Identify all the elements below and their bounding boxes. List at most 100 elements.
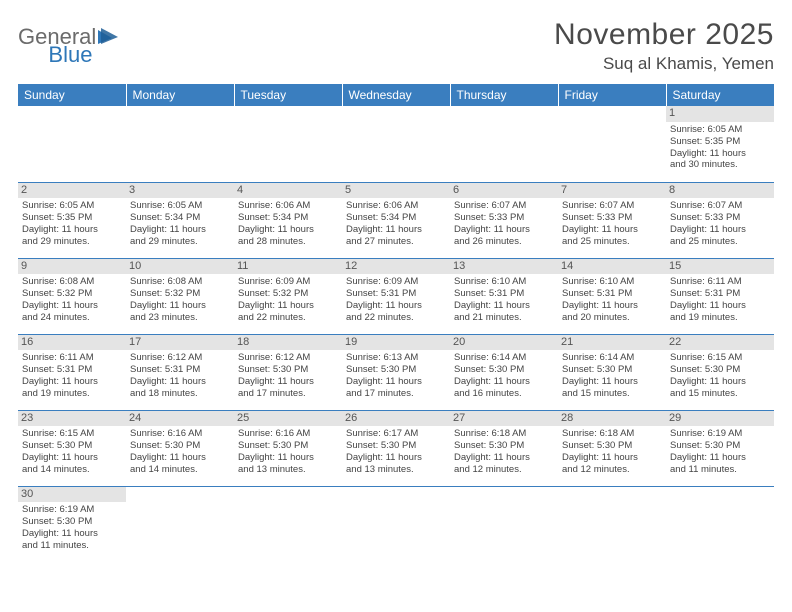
calendar-cell: 16Sunrise: 6:11 AMSunset: 5:31 PMDayligh…: [18, 334, 126, 410]
day-d2: and 24 minutes.: [22, 312, 122, 324]
day-ss: Sunset: 5:34 PM: [238, 212, 338, 224]
day-sr: Sunrise: 6:16 AM: [130, 428, 230, 440]
day-d2: and 29 minutes.: [130, 236, 230, 248]
day-details: Sunrise: 6:06 AMSunset: 5:34 PMDaylight:…: [238, 200, 338, 248]
day-d1: Daylight: 11 hours: [562, 224, 662, 236]
title-block: November 2025 Suq al Khamis, Yemen: [554, 18, 774, 74]
day-details: Sunrise: 6:17 AMSunset: 5:30 PMDaylight:…: [346, 428, 446, 476]
day-number: 9: [18, 259, 126, 275]
day-number: 29: [666, 411, 774, 427]
day-ss: Sunset: 5:30 PM: [562, 364, 662, 376]
day-details: Sunrise: 6:12 AMSunset: 5:31 PMDaylight:…: [130, 352, 230, 400]
day-d2: and 25 minutes.: [670, 236, 770, 248]
day-number: 24: [126, 411, 234, 427]
day-d1: Daylight: 11 hours: [562, 376, 662, 388]
day-ss: Sunset: 5:31 PM: [670, 288, 770, 300]
calendar-cell: 28Sunrise: 6:18 AMSunset: 5:30 PMDayligh…: [558, 410, 666, 486]
day-d2: and 13 minutes.: [346, 464, 446, 476]
day-d1: Daylight: 11 hours: [130, 452, 230, 464]
day-number: 30: [18, 487, 126, 503]
day-details: Sunrise: 6:11 AMSunset: 5:31 PMDaylight:…: [22, 352, 122, 400]
day-ss: Sunset: 5:30 PM: [562, 440, 662, 452]
calendar-cell: 22Sunrise: 6:15 AMSunset: 5:30 PMDayligh…: [666, 334, 774, 410]
calendar-row: 16Sunrise: 6:11 AMSunset: 5:31 PMDayligh…: [18, 334, 774, 410]
day-details: Sunrise: 6:10 AMSunset: 5:31 PMDaylight:…: [562, 276, 662, 324]
weekday-header-row: Sunday Monday Tuesday Wednesday Thursday…: [18, 84, 774, 106]
month-title: November 2025: [554, 18, 774, 52]
calendar-cell: 3Sunrise: 6:05 AMSunset: 5:34 PMDaylight…: [126, 182, 234, 258]
day-details: Sunrise: 6:05 AMSunset: 5:34 PMDaylight:…: [130, 200, 230, 248]
day-d2: and 16 minutes.: [454, 388, 554, 400]
day-d1: Daylight: 11 hours: [454, 376, 554, 388]
logo-text-blue: Blue: [48, 42, 92, 67]
day-number: 11: [234, 259, 342, 275]
day-details: Sunrise: 6:16 AMSunset: 5:30 PMDaylight:…: [130, 428, 230, 476]
day-d1: Daylight: 11 hours: [346, 224, 446, 236]
day-number: 22: [666, 335, 774, 351]
day-d2: and 25 minutes.: [562, 236, 662, 248]
calendar-cell: 11Sunrise: 6:09 AMSunset: 5:32 PMDayligh…: [234, 258, 342, 334]
day-ss: Sunset: 5:33 PM: [454, 212, 554, 224]
day-number: 5: [342, 183, 450, 199]
calendar-cell: [342, 106, 450, 182]
day-sr: Sunrise: 6:17 AM: [346, 428, 446, 440]
calendar-cell: 13Sunrise: 6:10 AMSunset: 5:31 PMDayligh…: [450, 258, 558, 334]
day-number: 14: [558, 259, 666, 275]
day-d2: and 26 minutes.: [454, 236, 554, 248]
calendar-cell: 30Sunrise: 6:19 AMSunset: 5:30 PMDayligh…: [18, 486, 126, 562]
day-d1: Daylight: 11 hours: [670, 224, 770, 236]
day-d2: and 19 minutes.: [670, 312, 770, 324]
calendar-cell: 2Sunrise: 6:05 AMSunset: 5:35 PMDaylight…: [18, 182, 126, 258]
day-sr: Sunrise: 6:07 AM: [670, 200, 770, 212]
day-ss: Sunset: 5:30 PM: [454, 364, 554, 376]
day-ss: Sunset: 5:30 PM: [22, 516, 122, 528]
day-number: 13: [450, 259, 558, 275]
day-ss: Sunset: 5:30 PM: [346, 364, 446, 376]
calendar-row: 9Sunrise: 6:08 AMSunset: 5:32 PMDaylight…: [18, 258, 774, 334]
calendar-cell: [18, 106, 126, 182]
day-d2: and 14 minutes.: [22, 464, 122, 476]
day-d2: and 23 minutes.: [130, 312, 230, 324]
calendar-cell: 20Sunrise: 6:14 AMSunset: 5:30 PMDayligh…: [450, 334, 558, 410]
day-ss: Sunset: 5:30 PM: [346, 440, 446, 452]
day-details: Sunrise: 6:10 AMSunset: 5:31 PMDaylight:…: [454, 276, 554, 324]
day-ss: Sunset: 5:32 PM: [130, 288, 230, 300]
weekday-header: Saturday: [666, 84, 774, 106]
calendar-cell: 1Sunrise: 6:05 AMSunset: 5:35 PMDaylight…: [666, 106, 774, 182]
day-sr: Sunrise: 6:19 AM: [670, 428, 770, 440]
day-d1: Daylight: 11 hours: [454, 224, 554, 236]
day-number: 6: [450, 183, 558, 199]
day-sr: Sunrise: 6:12 AM: [130, 352, 230, 364]
day-number: 19: [342, 335, 450, 351]
day-ss: Sunset: 5:30 PM: [454, 440, 554, 452]
day-d1: Daylight: 11 hours: [22, 300, 122, 312]
day-d1: Daylight: 11 hours: [670, 300, 770, 312]
day-d2: and 19 minutes.: [22, 388, 122, 400]
calendar-cell: [234, 106, 342, 182]
day-d1: Daylight: 11 hours: [670, 452, 770, 464]
calendar-cell: 12Sunrise: 6:09 AMSunset: 5:31 PMDayligh…: [342, 258, 450, 334]
day-d1: Daylight: 11 hours: [454, 300, 554, 312]
day-number: 16: [18, 335, 126, 351]
day-details: Sunrise: 6:07 AMSunset: 5:33 PMDaylight:…: [670, 200, 770, 248]
day-d1: Daylight: 11 hours: [562, 452, 662, 464]
day-number: 1: [666, 106, 774, 122]
weekday-header: Friday: [558, 84, 666, 106]
calendar-cell: [126, 106, 234, 182]
day-ss: Sunset: 5:31 PM: [346, 288, 446, 300]
calendar-cell: 10Sunrise: 6:08 AMSunset: 5:32 PMDayligh…: [126, 258, 234, 334]
day-sr: Sunrise: 6:05 AM: [22, 200, 122, 212]
day-d1: Daylight: 11 hours: [130, 224, 230, 236]
day-sr: Sunrise: 6:10 AM: [562, 276, 662, 288]
calendar-cell: [558, 486, 666, 562]
calendar-cell: 24Sunrise: 6:16 AMSunset: 5:30 PMDayligh…: [126, 410, 234, 486]
day-number: 26: [342, 411, 450, 427]
day-d2: and 22 minutes.: [238, 312, 338, 324]
calendar-cell: 29Sunrise: 6:19 AMSunset: 5:30 PMDayligh…: [666, 410, 774, 486]
calendar-table: Sunday Monday Tuesday Wednesday Thursday…: [18, 84, 774, 562]
day-sr: Sunrise: 6:09 AM: [346, 276, 446, 288]
weekday-header: Wednesday: [342, 84, 450, 106]
day-ss: Sunset: 5:34 PM: [130, 212, 230, 224]
day-sr: Sunrise: 6:14 AM: [562, 352, 662, 364]
day-sr: Sunrise: 6:15 AM: [22, 428, 122, 440]
